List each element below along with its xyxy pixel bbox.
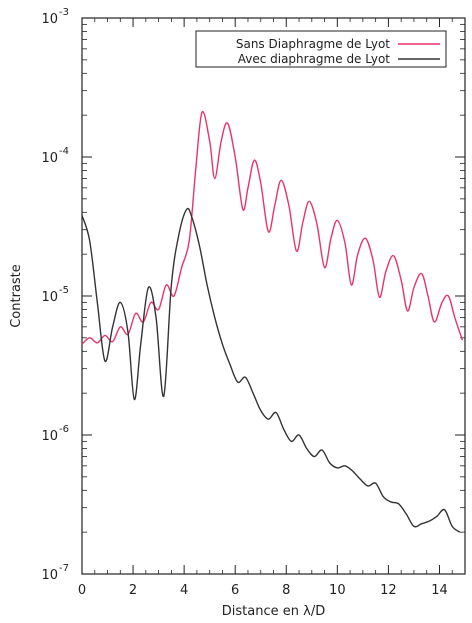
y-tick-exponent: -6 [59, 424, 69, 435]
x-axis: 0 2 4 6 8 10 12 14 [78, 18, 466, 598]
x-tick-label: 10 [329, 583, 346, 598]
y-tick-label: 10 [41, 568, 58, 583]
series-layer [81, 110, 464, 533]
x-tick-label: 12 [380, 583, 397, 598]
series-sans-lyot-line [81, 110, 464, 345]
plot-frame [81, 17, 466, 575]
x-tick-label: 2 [129, 583, 137, 598]
y-tick-exponent: -3 [59, 7, 69, 18]
x-axis-label: Distance en λ/D [222, 604, 325, 619]
y-axis-label: Contraste [9, 264, 24, 328]
y-tick-label: 10 [41, 429, 58, 444]
y-tick-exponent: -7 [59, 563, 69, 574]
legend-label-sans-lyot: Sans Diaphragme de Lyot [236, 37, 390, 51]
y-axis: 10-710-610-510-410-3 [41, 7, 465, 583]
y-tick-label: 10 [41, 290, 58, 305]
x-tick-label: 6 [231, 583, 239, 598]
y-tick-exponent: -5 [59, 285, 69, 296]
legend-box [195, 30, 447, 68]
y-tick-exponent: -4 [59, 146, 69, 157]
legend-label-avec-lyot: Avec diaphragme de Lyot [238, 52, 391, 66]
x-tick-label: 14 [431, 583, 448, 598]
x-tick-label: 0 [78, 583, 86, 598]
y-tick-label: 10 [41, 151, 58, 166]
x-tick-label: 8 [282, 583, 290, 598]
y-tick-label: 10 [41, 12, 58, 27]
series-avec-lyot-line [81, 207, 461, 533]
x-tick-label: 4 [180, 583, 188, 598]
legend: Sans Diaphragme de Lyot Avec diaphragme … [195, 30, 447, 68]
